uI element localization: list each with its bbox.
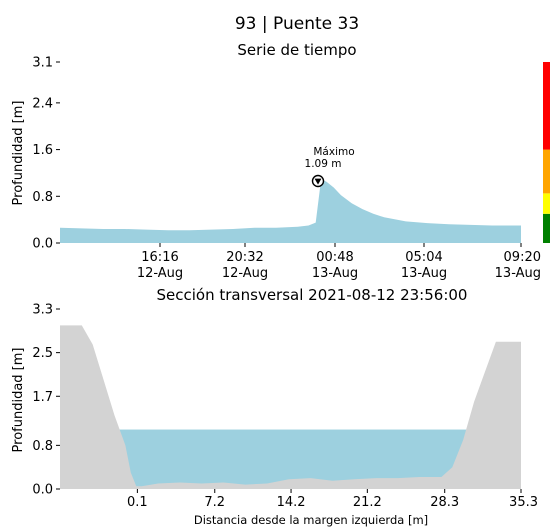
max-annotation: Máximo 1.09 m — [305, 146, 355, 188]
x-tick-time-label: 05:04 — [405, 250, 442, 265]
time-series-y-ticks: 0.0 0.8 1.6 2.4 3.1 — [32, 56, 60, 252]
x-tick-label: 35.3 — [509, 495, 538, 510]
x-tick-time-label: 00:48 — [316, 250, 353, 265]
x-tick-date-label: 12-Aug — [137, 266, 183, 281]
time-series-x-ticks: 16:1612-Aug20:3212-Aug00:4813-Aug05:0413… — [137, 243, 541, 281]
y-tick-label: 3.3 — [32, 303, 53, 318]
cross-section-y-label: Profundidad [m] — [11, 348, 26, 453]
y-tick-label: 2.4 — [32, 96, 53, 111]
cross-section-plot-area — [60, 325, 521, 489]
x-tick-time-label: 09:20 — [504, 250, 541, 265]
max-annotation-label: Máximo — [313, 146, 354, 158]
y-tick-label: 0.0 — [32, 483, 53, 498]
x-tick-time-label: 16:16 — [141, 250, 178, 265]
y-tick-label: 0.8 — [32, 439, 53, 454]
alert-level-segment — [543, 149, 550, 194]
x-tick-date-label: 13-Aug — [401, 266, 447, 281]
alert-level-segment — [543, 213, 550, 243]
y-tick-label: 1.7 — [32, 390, 53, 405]
alert-level-segment — [543, 62, 550, 150]
time-series-panel: Serie de tiempo Profundidad [m] 0.0 0.8 1.… — [11, 41, 550, 281]
y-tick-label: 0.8 — [32, 190, 53, 205]
y-tick-label: 3.1 — [32, 56, 53, 71]
x-tick-date-label: 13-Aug — [495, 266, 541, 281]
max-marker-arrow-icon — [314, 178, 322, 185]
cross-section-y-ticks: 0.0 0.8 1.7 2.5 3.3 — [32, 303, 60, 498]
x-tick-label: 7.2 — [204, 495, 225, 510]
x-tick-time-label: 20:32 — [226, 250, 263, 265]
x-tick-label: 0.1 — [127, 495, 148, 510]
x-tick-date-label: 13-Aug — [312, 266, 358, 281]
y-tick-label: 0.0 — [32, 237, 53, 252]
cross-section-title: Sección transversal 2021-08-12 23:56:00 — [157, 286, 468, 304]
x-tick-label: 28.3 — [430, 495, 459, 510]
time-series-y-label: Profundidad [m] — [11, 101, 26, 206]
y-tick-label: 1.6 — [32, 143, 53, 158]
depth-series-area — [60, 179, 521, 243]
cross-section-panel: Sección transversal 2021-08-12 23:56:00 … — [11, 286, 538, 527]
time-series-title: Serie de tiempo — [237, 41, 356, 59]
alert-level-segment — [543, 193, 550, 214]
time-series-plot-area — [60, 179, 521, 243]
cross-section-x-ticks: 0.1 7.2 14.2 21.2 28.3 35.3 — [127, 489, 538, 510]
cross-section-x-label: Distancia desde la margen izquierda [m] — [194, 513, 428, 527]
x-tick-label: 14.2 — [277, 495, 306, 510]
max-annotation-value: 1.09 m — [305, 158, 342, 170]
x-tick-date-label: 12-Aug — [222, 266, 268, 281]
riverbed-profile-area — [60, 325, 521, 489]
y-tick-label: 2.5 — [32, 346, 53, 361]
figure-title: 93 | Puente 33 — [235, 14, 359, 34]
alert-level-bar — [543, 62, 550, 243]
x-tick-label: 21.2 — [353, 495, 382, 510]
